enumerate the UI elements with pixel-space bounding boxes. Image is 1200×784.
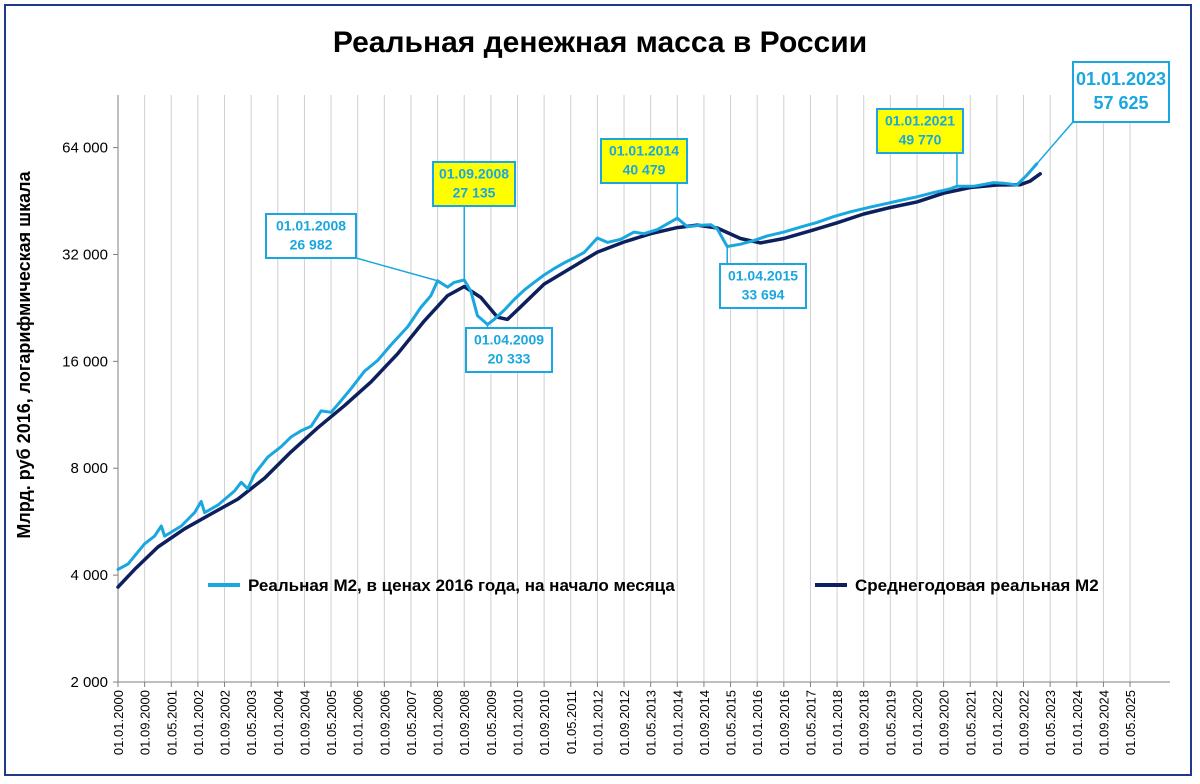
x-tick-label: 01.01.2008 <box>431 690 446 755</box>
x-tick-label: 01.01.2000 <box>111 690 126 755</box>
x-tick-label: 01.09.2020 <box>937 690 952 755</box>
y-tick-label: 4 000 <box>70 567 108 584</box>
series-line-monthly <box>116 162 1039 571</box>
annotation-date: 01.01.2021 <box>885 113 955 129</box>
annotation-01-09-2008: 01.09.2008 27 135 <box>432 161 516 280</box>
chart-title: Реальная денежная масса в России <box>333 26 867 59</box>
y-tick-label: 8 000 <box>70 460 108 477</box>
x-tick-label: 01.05.2025 <box>1123 690 1138 755</box>
x-tick-label: 01.01.2024 <box>1070 690 1085 755</box>
x-tick-label: 01.05.2015 <box>724 690 739 755</box>
x-tick-label: 01.09.2016 <box>777 690 792 755</box>
annotation-value: 57 625 <box>1093 93 1148 113</box>
x-tick-label: 01.01.2020 <box>910 690 925 755</box>
series-line-average <box>116 172 1042 589</box>
legend-label-monthly: Реальная М2, в ценах 2016 года, на начал… <box>248 576 675 595</box>
x-tick-label: 01.05.2013 <box>644 690 659 755</box>
axis-layer: 01.01.2000 01.09.2000 01.05.2001 01.01.2002… <box>62 95 1170 755</box>
annotation-01-01-2014: 01.01.2014 40 479 <box>600 138 688 219</box>
annotation-box <box>265 213 357 259</box>
annotation-leader <box>355 257 438 282</box>
x-tick-label: 01.05.2007 <box>404 690 419 755</box>
x-tick-label: 01.05.2019 <box>883 690 898 755</box>
x-tick-label: 01.01.2004 <box>271 690 286 755</box>
annotation-box <box>876 108 964 154</box>
annotation-layer: 01.01.2008 26 982 01.09.2008 27 135 01.04.20… <box>265 61 1170 373</box>
annotation-01-01-2008: 01.01.2008 26 982 <box>265 213 438 282</box>
legend: Реальная М2, в ценах 2016 года, на начал… <box>208 576 1099 595</box>
x-tick-label: 01.05.2005 <box>324 690 339 755</box>
annotation-value: 40 479 <box>623 162 666 178</box>
x-tick-label: 01.01.2014 <box>670 690 685 755</box>
x-tick-label: 01.09.2008 <box>457 690 472 755</box>
y-axis-label: Млрд. руб 2016, логарифмическая шкала <box>14 170 34 538</box>
annotation-date: 01.09.2008 <box>439 166 509 182</box>
annotation-value: 49 770 <box>899 132 942 148</box>
annotation-date: 01.01.2008 <box>276 218 346 234</box>
x-tick-label: 01.05.2009 <box>484 690 499 755</box>
annotation-01-04-2015: 01.04.2015 33 694 <box>719 246 807 309</box>
annotation-01-01-2023: 01.01.2023 57 625 <box>1036 61 1170 165</box>
annotation-date: 01.04.2009 <box>474 332 544 348</box>
y-tick-label: 32 000 <box>62 246 108 263</box>
x-tick-label: 01.09.2000 <box>138 690 153 755</box>
x-tick-label: 01.09.2010 <box>537 690 552 755</box>
x-tick-label: 01.05.2017 <box>803 690 818 755</box>
annotation-box <box>465 327 553 373</box>
x-tick-label: 01.01.2016 <box>750 690 765 755</box>
y-tick-label: 64 000 <box>62 140 108 157</box>
x-tick-label: 01.01.2006 <box>351 690 366 755</box>
x-tick-label: 01.05.2021 <box>963 690 978 755</box>
x-tick-label: 01.05.2003 <box>244 690 259 755</box>
x-tick-label: 01.05.2011 <box>564 690 579 754</box>
annotation-value: 26 982 <box>290 237 333 253</box>
annotation-01-01-2021: 01.01.2021 49 770 <box>876 108 964 187</box>
x-tick-label: 01.09.2018 <box>857 690 872 755</box>
x-tick-label: 01.09.2002 <box>218 690 233 755</box>
y-tick-label: 2 000 <box>70 674 108 691</box>
annotation-date: 01.01.2014 <box>609 143 679 159</box>
x-tick-label: 01.09.2022 <box>1017 690 1032 755</box>
annotation-box <box>600 138 688 184</box>
x-tick-label: 01.01.2018 <box>830 690 845 755</box>
annotation-leader <box>1036 121 1074 165</box>
annotation-value: 33 694 <box>742 287 785 303</box>
y-tick-label: 16 000 <box>62 353 108 370</box>
annotation-box <box>719 263 807 309</box>
annotation-value: 20 333 <box>488 351 531 367</box>
x-tick-label: 01.09.2006 <box>377 690 392 755</box>
annotation-value: 27 135 <box>453 185 496 201</box>
annotation-box <box>1072 61 1170 123</box>
x-tick-label: 01.09.2012 <box>617 690 632 755</box>
annotation-box <box>432 161 516 207</box>
x-tick-label: 01.09.2024 <box>1096 690 1111 755</box>
annotation-date: 01.01.2023 <box>1076 69 1166 89</box>
x-tick-label: 01.01.2010 <box>510 690 525 755</box>
x-tick-label: 01.09.2004 <box>297 690 312 755</box>
legend-label-average: Среднегодовая реальная М2 <box>855 576 1099 595</box>
x-tick-label: 01.05.2023 <box>1043 690 1058 755</box>
annotation-date: 01.04.2015 <box>728 268 798 284</box>
series-layer <box>116 162 1042 589</box>
x-tick-label: 01.09.2014 <box>697 690 712 755</box>
x-tick-label: 01.05.2001 <box>164 690 179 755</box>
annotation-01-04-2009: 01.04.2009 20 333 <box>465 324 553 373</box>
x-tick-label: 01.01.2022 <box>990 690 1005 755</box>
chart-frame <box>4 4 1192 776</box>
x-tick-label: 01.01.2012 <box>590 690 605 755</box>
x-tick-label: 01.01.2002 <box>191 690 206 755</box>
